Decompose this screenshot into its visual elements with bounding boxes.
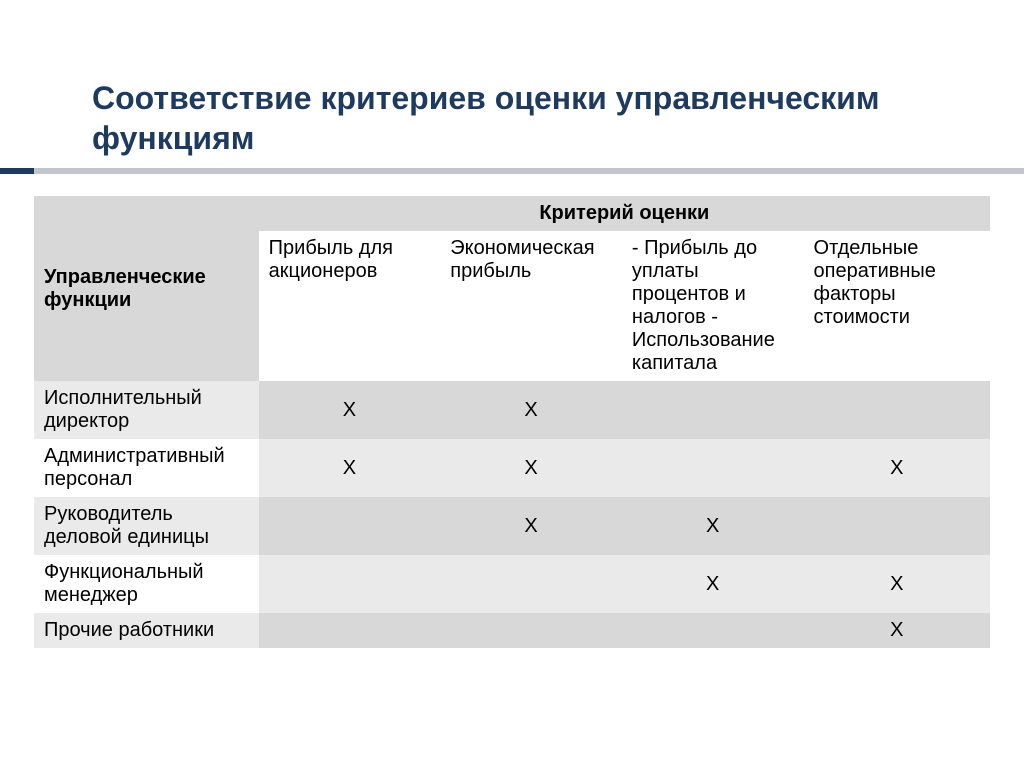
criteria-group-title: Критерий оценки bbox=[259, 196, 990, 231]
table-cell bbox=[440, 613, 622, 648]
criteria-table: Управленческие функции Критерий оценки П… bbox=[34, 196, 990, 648]
column-header: Экономическая прибыль bbox=[440, 231, 622, 381]
column-header: Прибыль для акционеров bbox=[259, 231, 441, 381]
page-title: Соответствие критериев оценки управленче… bbox=[92, 78, 964, 158]
row-label: Функциональный менеджер bbox=[34, 555, 259, 613]
table-cell bbox=[622, 381, 804, 439]
table-cell: Х bbox=[259, 439, 441, 497]
table-row: Прочие работники Х bbox=[34, 613, 990, 648]
table-cell: Х bbox=[804, 439, 990, 497]
row-label: Административный персонал bbox=[34, 439, 259, 497]
table-cell: Х bbox=[440, 439, 622, 497]
table-container: Управленческие функции Критерий оценки П… bbox=[34, 196, 990, 648]
rule-main bbox=[34, 168, 1024, 174]
table-cell bbox=[440, 555, 622, 613]
table-cell: Х bbox=[622, 555, 804, 613]
row-label: Руководитель деловой единицы bbox=[34, 497, 259, 555]
table-cell bbox=[259, 555, 441, 613]
row-label: Прочие работники bbox=[34, 613, 259, 648]
column-header: - Прибыль до уплаты процентов и налогов … bbox=[622, 231, 804, 381]
table-cell: Х bbox=[440, 381, 622, 439]
column-header: Отдельные оперативные факторы стоимости bbox=[804, 231, 990, 381]
rule-accent bbox=[0, 168, 34, 174]
table-row: Исполнительный директор Х Х bbox=[34, 381, 990, 439]
table-cell: Х bbox=[804, 555, 990, 613]
table-row: Административный персонал Х Х Х bbox=[34, 439, 990, 497]
table-cell: Х bbox=[259, 381, 441, 439]
row-label: Исполнительный директор bbox=[34, 381, 259, 439]
table-cell: Х bbox=[440, 497, 622, 555]
table-header-row-1: Управленческие функции Критерий оценки bbox=[34, 196, 990, 231]
title-rule bbox=[0, 168, 1024, 174]
table-cell bbox=[622, 439, 804, 497]
table-row: Функциональный менеджер Х Х bbox=[34, 555, 990, 613]
title-block: Соответствие критериев оценки управленче… bbox=[92, 78, 964, 158]
table-cell bbox=[259, 497, 441, 555]
table-cell bbox=[622, 613, 804, 648]
table-row: Руководитель деловой единицы Х Х bbox=[34, 497, 990, 555]
table-cell: Х bbox=[622, 497, 804, 555]
slide: Соответствие критериев оценки управленче… bbox=[0, 0, 1024, 767]
row-header-title: Управленческие функции bbox=[34, 196, 259, 381]
table-cell: Х bbox=[804, 613, 990, 648]
table-cell bbox=[804, 381, 990, 439]
table-cell bbox=[259, 613, 441, 648]
table-cell bbox=[804, 497, 990, 555]
